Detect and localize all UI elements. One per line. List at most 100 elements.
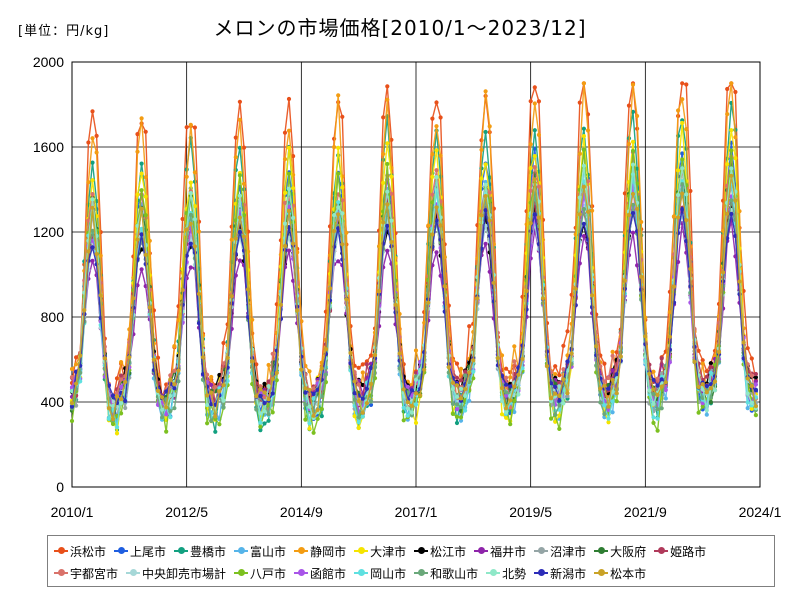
data-point	[630, 230, 636, 235]
data-point	[315, 416, 320, 421]
data-point	[454, 402, 460, 407]
data-point	[344, 297, 349, 302]
legend-marker	[478, 547, 486, 554]
data-point	[696, 384, 701, 390]
data-point	[630, 191, 636, 197]
data-point	[536, 184, 542, 189]
data-point	[413, 377, 419, 382]
data-point	[725, 86, 730, 92]
data-point	[188, 265, 193, 270]
data-point	[196, 291, 202, 296]
data-point	[340, 114, 345, 119]
legend-marker	[238, 569, 246, 576]
data-point	[356, 382, 361, 387]
data-point	[467, 398, 472, 403]
data-point	[532, 212, 537, 217]
data-point	[532, 85, 537, 90]
data-point	[241, 181, 247, 186]
data-point	[438, 273, 443, 278]
data-point	[565, 391, 570, 396]
data-point	[528, 142, 533, 147]
legend-marker	[598, 569, 606, 576]
data-point	[753, 379, 759, 384]
data-point	[622, 278, 628, 283]
data-point	[233, 155, 238, 160]
data-point	[303, 390, 308, 395]
data-point	[233, 236, 238, 241]
data-point	[716, 350, 722, 355]
data-point	[434, 205, 439, 210]
data-point	[90, 192, 95, 197]
data-point	[581, 234, 587, 239]
data-point	[311, 391, 316, 397]
legend-marker	[598, 547, 606, 554]
data-point	[336, 200, 341, 205]
data-point	[680, 166, 685, 171]
data-point	[733, 89, 738, 95]
data-point	[69, 375, 75, 380]
legend-item: 大津市	[354, 543, 406, 560]
data-point	[282, 130, 288, 135]
data-point	[458, 396, 464, 401]
data-point	[557, 380, 562, 385]
data-point	[119, 360, 124, 365]
data-point	[291, 215, 296, 220]
legend-label: 浜松市	[70, 544, 107, 559]
data-point	[676, 168, 681, 173]
data-point	[237, 258, 242, 263]
data-point	[557, 398, 562, 403]
data-point	[655, 407, 660, 412]
data-point	[491, 280, 496, 285]
legend-label: 福井市	[490, 544, 527, 559]
data-point	[581, 184, 587, 189]
data-point	[90, 109, 95, 114]
data-point	[336, 205, 341, 210]
data-point	[729, 128, 734, 133]
data-point	[86, 249, 91, 254]
data-point	[377, 289, 382, 294]
data-point	[733, 156, 738, 161]
data-point	[463, 369, 468, 374]
data-point	[479, 213, 484, 218]
data-point	[626, 103, 632, 108]
legend-marker	[298, 547, 306, 554]
data-point	[114, 431, 120, 436]
data-point	[168, 415, 173, 420]
data-point	[262, 381, 267, 386]
data-point	[708, 400, 714, 405]
legend-item: 浜松市	[54, 543, 106, 560]
data-point	[446, 365, 451, 370]
legend-label: 八戸市	[250, 566, 287, 581]
data-point	[708, 364, 714, 369]
data-point	[557, 426, 562, 431]
data-point	[663, 387, 668, 393]
data-point	[119, 401, 124, 406]
legend-marker	[238, 547, 246, 554]
data-point	[540, 296, 546, 301]
x-tick-label: 2014/9	[280, 504, 323, 520]
data-point	[405, 384, 410, 389]
x-tick-label: 2017/1	[395, 504, 438, 520]
data-point	[385, 189, 390, 194]
data-point	[430, 192, 435, 197]
data-point	[745, 376, 750, 381]
data-point	[700, 404, 705, 409]
legend-swatch	[414, 569, 429, 576]
data-point	[356, 425, 361, 431]
data-point	[139, 206, 144, 211]
data-point	[749, 356, 754, 361]
data-point	[241, 145, 247, 150]
legend-item: 函館市	[294, 565, 346, 582]
data-point	[217, 422, 222, 427]
data-point	[467, 370, 472, 375]
data-point	[602, 379, 607, 384]
data-point	[180, 216, 185, 222]
legend-item: 豊橋市	[174, 543, 226, 560]
data-point	[504, 382, 509, 387]
data-point	[119, 373, 124, 378]
x-tick-label: 2019/5	[509, 504, 552, 520]
data-point	[315, 407, 320, 412]
data-point	[749, 406, 754, 411]
data-point	[463, 373, 468, 378]
data-point	[106, 406, 111, 411]
